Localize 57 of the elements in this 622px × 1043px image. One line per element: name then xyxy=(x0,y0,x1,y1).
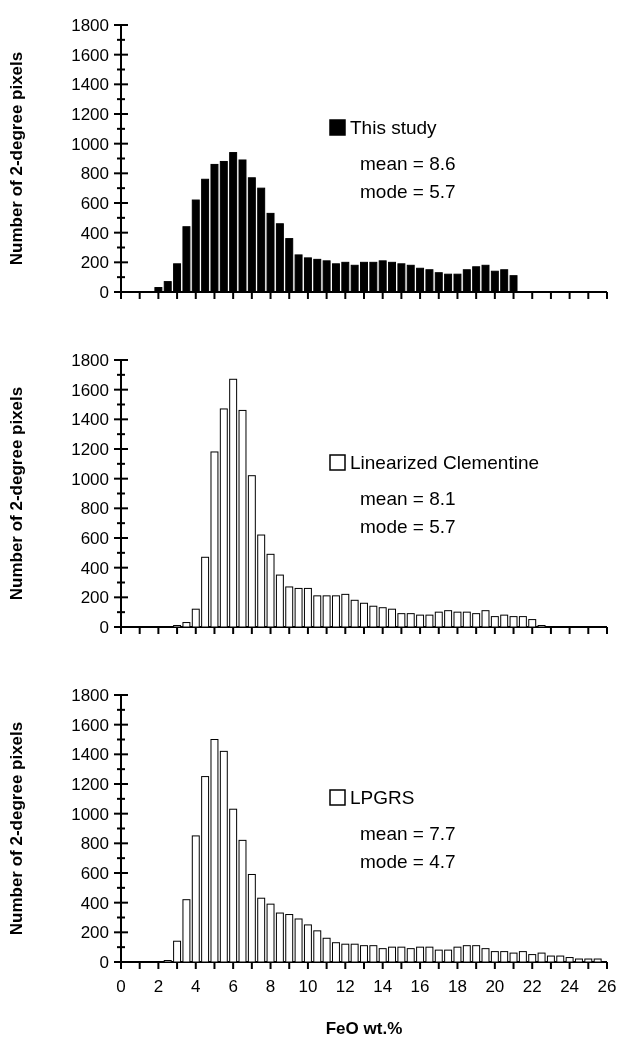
y-tick-label: 600 xyxy=(80,864,109,883)
x-tick-label: 20 xyxy=(485,977,505,996)
y-tick-label: 1200 xyxy=(71,440,109,459)
x-tick-label: 26 xyxy=(597,977,617,996)
annotation: mean = 8.6 xyxy=(360,153,456,174)
y-tick-label: 1200 xyxy=(71,105,109,124)
x-tick-label: 14 xyxy=(373,977,393,996)
y-tick-label: 1600 xyxy=(71,715,109,735)
y-axis-title: Number of 2-degree pixels xyxy=(7,386,26,601)
y-tick-label: 400 xyxy=(80,893,109,913)
x-tick-label: 8 xyxy=(265,977,276,996)
annotation: mean = 7.7 xyxy=(360,823,456,844)
x-tick-label: 16 xyxy=(410,977,430,996)
y-tick-label: 1000 xyxy=(71,804,109,824)
y-tick-label: 200 xyxy=(80,588,109,608)
y-tick-label: 1400 xyxy=(71,75,109,95)
y-tick-label: 800 xyxy=(80,499,109,519)
y-tick-label: 0 xyxy=(99,618,109,637)
annotation: mode = 5.7 xyxy=(360,181,456,202)
y-tick-label: 400 xyxy=(80,223,109,243)
x-tick-label: 24 xyxy=(560,977,580,996)
y-tick-label: 1200 xyxy=(71,775,109,794)
y-tick-label: 1400 xyxy=(71,410,109,430)
y-tick-label: 200 xyxy=(80,253,109,273)
x-tick-label: 12 xyxy=(335,977,355,996)
y-tick-label: 1600 xyxy=(71,380,109,400)
x-tick-label: 10 xyxy=(298,977,318,996)
y-tick-label: 600 xyxy=(80,194,109,213)
legend-label: Linearized Clementine xyxy=(350,452,540,473)
x-axis-title: FeO wt.% xyxy=(325,1019,403,1038)
y-tick-label: 1800 xyxy=(71,16,109,35)
y-tick-label: 1800 xyxy=(71,686,109,705)
y-tick-label: 0 xyxy=(99,283,109,302)
y-axis-title: Number of 2-degree pixels xyxy=(7,51,26,266)
y-tick-label: 800 xyxy=(80,834,109,854)
x-tick-label: 22 xyxy=(522,977,542,996)
x-tick-label: 6 xyxy=(228,977,238,996)
y-tick-label: 1600 xyxy=(71,45,109,65)
y-tick-label: 1000 xyxy=(71,134,109,154)
x-tick-label: 2 xyxy=(153,977,164,996)
annotation: mean = 8.1 xyxy=(360,488,456,509)
y-tick-label: 1800 xyxy=(71,351,109,370)
y-tick-label: 0 xyxy=(99,953,109,972)
y-axis-title: Number of 2-degree pixels xyxy=(7,721,26,936)
y-tick-label: 600 xyxy=(80,529,109,548)
y-tick-label: 1400 xyxy=(71,745,109,765)
y-tick-label: 800 xyxy=(80,164,109,184)
y-tick-label: 200 xyxy=(80,923,109,943)
annotation: mode = 5.7 xyxy=(360,516,456,537)
y-tick-label: 1000 xyxy=(71,469,109,489)
annotation: mode = 4.7 xyxy=(360,851,456,872)
x-tick-label: 0 xyxy=(116,977,126,996)
y-tick-label: 400 xyxy=(80,558,109,578)
x-tick-label: 4 xyxy=(191,977,201,996)
legend-label: This study xyxy=(350,117,438,138)
legend-label: LPGRS xyxy=(350,787,415,808)
x-tick-label: 18 xyxy=(448,977,467,996)
